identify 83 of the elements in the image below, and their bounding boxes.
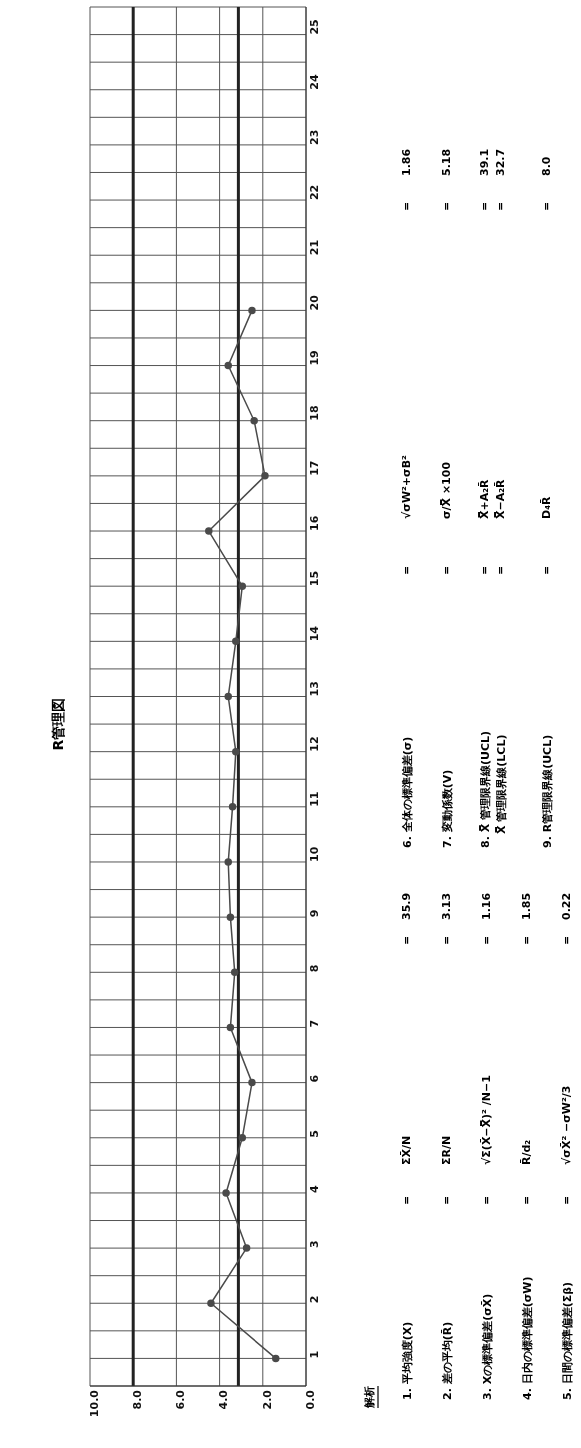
- text: 39.1: [478, 148, 491, 176]
- text: =: [560, 935, 573, 945]
- y-tick-label: 24: [307, 74, 321, 90]
- y-tick-label: 8: [307, 964, 321, 973]
- text: 8. X̿ 管理限界線(UCL): [478, 730, 493, 848]
- text: =: [540, 565, 553, 575]
- y-tick-label: 1: [307, 1350, 321, 1359]
- text: √σW²+σB²: [400, 455, 413, 519]
- text: =: [560, 1195, 573, 1205]
- text: 8.0: [540, 156, 553, 176]
- text: =: [494, 201, 507, 211]
- y-tick-label: 25: [307, 19, 321, 35]
- text: =: [540, 201, 553, 211]
- text: 1.85: [520, 892, 533, 920]
- text: σ/X̿ ×100: [440, 461, 453, 519]
- y-tick-label: 18: [307, 405, 321, 421]
- text: √Σ(X̄−X̿)² /N−1: [480, 1075, 493, 1165]
- y-tick-label: 19: [307, 350, 321, 366]
- y-tick-label: 3: [307, 1240, 321, 1249]
- y-tick-label: 5: [307, 1130, 321, 1138]
- text: =: [440, 1195, 453, 1205]
- text: 9. R管理限界線(UCL): [540, 734, 555, 848]
- text: √σX̄² −σW²/3: [560, 1085, 573, 1165]
- text: ΣX̄/N: [400, 1135, 413, 1165]
- y-tick-label: 22: [307, 184, 321, 201]
- text: =: [480, 1195, 493, 1205]
- y-tick-label: 14: [307, 625, 321, 642]
- x-tick-label: 0.0: [303, 1389, 317, 1410]
- y-tick-label: 20: [307, 294, 321, 311]
- y-tick-label: 13: [307, 681, 321, 697]
- text: R̄/d₂: [520, 1139, 533, 1165]
- text: 7. 変動係数(V): [440, 769, 455, 848]
- text: =: [400, 565, 413, 575]
- text: 1.86: [400, 148, 413, 176]
- y-tick-label: 17: [307, 460, 321, 476]
- y-tick-label: 9: [307, 909, 321, 918]
- text: 1.16: [480, 892, 493, 920]
- x-tick-label: 8.0: [131, 1389, 145, 1410]
- y-tick-label: 4: [307, 1184, 321, 1193]
- y-tick-label: 16: [307, 515, 321, 532]
- y-tick-label: 11: [307, 791, 321, 807]
- text: X̿ 管理限界線(LCL): [494, 734, 509, 836]
- text: =: [478, 201, 491, 211]
- text: 0.22: [560, 892, 573, 920]
- text: ΣR/N: [440, 1135, 453, 1165]
- text: =: [400, 201, 413, 211]
- y-tick-label: 23: [307, 129, 321, 145]
- x-tick-label: 10.0: [87, 1389, 101, 1418]
- text: 5. 日間の標準偏差(Σβ): [560, 1281, 575, 1400]
- text: 3.13: [440, 892, 453, 920]
- text: X̿−A₂R̄: [494, 479, 507, 519]
- text: 3. Xの標準偏差(σX̄): [480, 1293, 495, 1400]
- text: 35.9: [400, 892, 413, 920]
- text: =: [400, 1195, 413, 1205]
- text: 32.7: [494, 148, 507, 176]
- x-tick-label: 4.0: [217, 1389, 231, 1410]
- text: =: [478, 565, 491, 575]
- y-tick-label: 15: [307, 570, 321, 587]
- text: =: [400, 935, 413, 945]
- text: 4. 日内の標準偏差(σW): [520, 1276, 535, 1400]
- y-tick-label: 21: [307, 239, 321, 256]
- text: =: [480, 935, 493, 945]
- text: 解析: [362, 1386, 379, 1408]
- y-tick-label: 12: [307, 736, 321, 752]
- text: 5.18: [440, 148, 453, 176]
- y-tick-label: 2: [307, 1295, 321, 1304]
- y-tick-label: 10: [307, 846, 321, 862]
- text: =: [494, 565, 507, 575]
- text: 6. 全体の標準偏差(σ): [400, 736, 415, 848]
- text: D₄R̄: [540, 496, 553, 519]
- y-tick-label: 7: [307, 1019, 321, 1028]
- text: =: [440, 565, 453, 575]
- text: =: [520, 935, 533, 945]
- text: X̿+A₂R̄: [478, 479, 491, 519]
- text: =: [520, 1195, 533, 1205]
- x-tick-label: 2.0: [260, 1389, 274, 1410]
- text: =: [440, 201, 453, 211]
- x-tick-label: 6.0: [174, 1389, 188, 1410]
- text: 1. 平均強度(X): [400, 1321, 415, 1400]
- y-tick-label: 6: [307, 1074, 321, 1083]
- text: =: [440, 935, 453, 945]
- text: 2. 差の平均(R̄): [440, 1321, 455, 1400]
- text: R管理図: [50, 696, 67, 753]
